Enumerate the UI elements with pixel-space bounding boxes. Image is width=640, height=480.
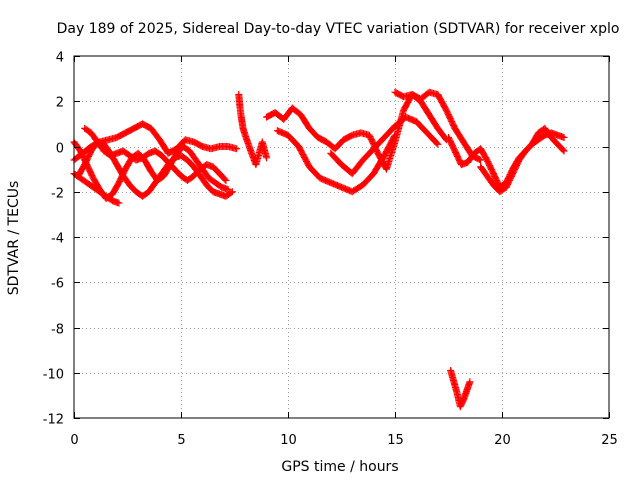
- y-tick-label: 0: [56, 142, 64, 157]
- data-points: [70, 88, 568, 411]
- data-point: [559, 146, 567, 154]
- y-tick-label: -6: [51, 277, 64, 292]
- x-tick-label: 15: [387, 433, 404, 448]
- x-tick-label: 10: [280, 433, 297, 448]
- series-track-i: [327, 113, 442, 178]
- y-tick-label: 4: [56, 51, 64, 66]
- data-point: [390, 133, 398, 141]
- data-point: [115, 199, 123, 207]
- y-axis-label: SDTVAR / TECUs: [6, 181, 22, 296]
- series-track-c: [74, 138, 236, 200]
- ticks: 0 5 10 15 20 25 -12 -10 -8 -6 -4 -2 0 2 4: [43, 51, 618, 449]
- y-tick-label: 2: [56, 96, 64, 111]
- series-track-e: [70, 170, 123, 207]
- grid-lines: [74, 56, 609, 418]
- data-point: [433, 139, 441, 147]
- y-tick-label: -4: [51, 232, 64, 247]
- x-tick-label: 20: [494, 433, 511, 448]
- data-point: [222, 176, 230, 184]
- data-point: [434, 140, 442, 148]
- data-point: [560, 133, 568, 141]
- chart-title: Day 189 of 2025, Sidereal Day-to-day VTE…: [57, 21, 620, 37]
- data-point: [475, 155, 483, 163]
- data-point: [233, 145, 241, 153]
- x-tick-label: 0: [70, 433, 78, 448]
- series-track-m: [447, 366, 474, 411]
- data-point: [477, 156, 485, 164]
- series-track-j: [391, 88, 485, 164]
- x-tick-label: 25: [601, 433, 618, 448]
- data-point: [391, 131, 399, 139]
- data-point: [227, 189, 235, 197]
- x-axis-label: GPS time / hours: [281, 459, 398, 475]
- series-track-d: [81, 124, 230, 184]
- data-point: [560, 147, 568, 155]
- series-track-a: [70, 120, 241, 164]
- series-track-f: [235, 90, 271, 169]
- y-tick-label: -8: [51, 323, 64, 338]
- series-track-h: [273, 127, 399, 196]
- series-track-g: [263, 90, 450, 173]
- data-point: [466, 378, 474, 386]
- data-point: [263, 154, 271, 162]
- data-point: [228, 188, 236, 196]
- series-track-l: [477, 124, 568, 196]
- data-point: [221, 175, 229, 183]
- y-tick-label: -2: [51, 187, 64, 202]
- y-tick-label: -12: [43, 413, 64, 428]
- y-tick-label: -10: [43, 368, 64, 383]
- x-tick-label: 5: [177, 433, 185, 448]
